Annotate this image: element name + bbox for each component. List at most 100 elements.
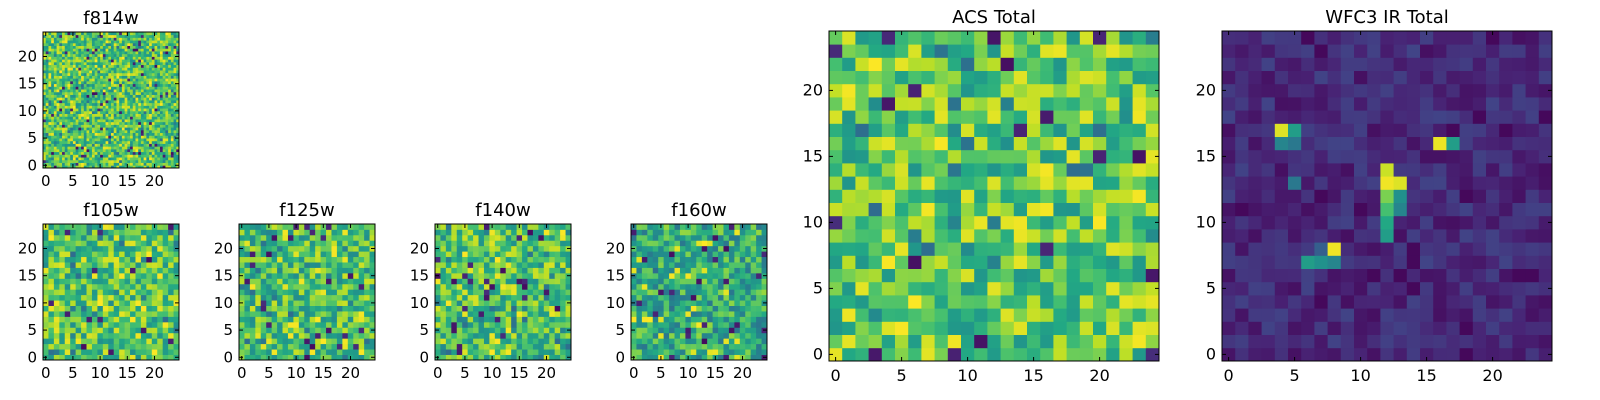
pixel-cell <box>500 354 507 361</box>
pixel-cell <box>97 53 101 57</box>
pixel-cell <box>89 121 93 125</box>
pixel-cell <box>511 321 517 328</box>
pixel-cell <box>67 165 71 169</box>
pixel-cell <box>647 289 654 296</box>
pixel-cell <box>342 272 349 279</box>
pixel-cell <box>91 272 98 279</box>
pixel-cell <box>173 135 177 139</box>
pixel-cell <box>135 64 139 68</box>
pixel-cell <box>108 262 115 268</box>
pixel-cell <box>456 294 463 301</box>
pixel-cell <box>67 83 71 87</box>
pixel-cell <box>75 135 79 139</box>
pixel-cell <box>132 72 136 76</box>
pixel-cell <box>636 300 643 306</box>
pixel-cell <box>102 61 106 66</box>
pixel-cell <box>124 305 131 312</box>
pixel-cell <box>516 267 523 274</box>
pixel-cell <box>119 70 123 74</box>
pixel-cell <box>64 127 68 131</box>
pixel-cell <box>70 283 77 290</box>
pixel-cell <box>483 294 490 301</box>
pixel-cell <box>48 83 52 87</box>
pixel-cell <box>168 143 172 147</box>
pixel-cell <box>734 289 741 296</box>
pixel-cell <box>154 132 158 136</box>
pixel-cell <box>59 135 63 139</box>
pixel-cell <box>135 256 142 263</box>
pixel-cell <box>565 294 572 301</box>
pixel-cell <box>435 338 441 345</box>
pixel-cell <box>121 108 125 112</box>
pixel-cell <box>135 83 139 87</box>
pixel-cell <box>293 305 300 312</box>
pixel-cell <box>244 316 251 323</box>
pixel-cell <box>532 251 539 258</box>
pixel-cell <box>347 316 354 323</box>
pixel-cell <box>91 124 96 128</box>
pixel-cell <box>304 316 311 323</box>
pixel-cell <box>165 105 169 109</box>
pixel-cell <box>165 121 169 125</box>
pixel-cell <box>647 283 654 290</box>
pixel-cell <box>67 135 71 139</box>
pixel-cell <box>168 105 172 109</box>
pixel-cell <box>113 61 117 66</box>
pixel-cell <box>652 278 659 285</box>
pixel-cell <box>111 83 115 87</box>
pixel-cell <box>358 349 365 355</box>
pixel-cell <box>116 165 120 169</box>
pixel-cell <box>149 116 153 120</box>
pixel-cell <box>162 102 166 106</box>
pixel-cell <box>277 240 283 247</box>
pixel-cell <box>287 349 294 355</box>
pixel-cell <box>132 64 136 68</box>
pixel-cell <box>102 124 106 128</box>
pixel-cell <box>173 294 180 301</box>
pixel-cell <box>162 151 166 155</box>
pixel-cell <box>538 316 545 323</box>
pixel-cell <box>483 305 490 312</box>
pixel-cell <box>143 105 147 109</box>
pixel-cell <box>62 108 66 112</box>
pixel-cell <box>511 294 517 301</box>
pixel-cell <box>81 72 85 76</box>
pixel-cell <box>445 229 452 236</box>
pixel-cell <box>353 283 360 290</box>
pixel-cell <box>78 61 82 66</box>
pixel-cell <box>342 327 349 334</box>
pixel-cell <box>91 45 96 49</box>
pixel-cell <box>89 64 93 68</box>
pixel-cell <box>59 110 63 114</box>
pixel-cell <box>119 354 125 361</box>
pixel-cell <box>135 105 139 109</box>
pixel-cell <box>157 229 164 236</box>
pixel-cell <box>121 34 125 38</box>
pixel-cell <box>157 157 161 161</box>
pixel-cell <box>239 229 245 236</box>
pixel-cell <box>64 67 68 71</box>
pixel-cell <box>83 70 87 74</box>
pixel-cell <box>159 148 164 153</box>
pixel-cell <box>326 262 332 268</box>
pixel-cell <box>127 91 131 95</box>
pixel-cell <box>83 32 87 36</box>
pixel-cell <box>168 132 172 136</box>
pixel-cell <box>467 272 474 279</box>
pixel-cell <box>168 311 174 317</box>
pixel-cell <box>86 94 90 98</box>
pixel-cell <box>62 59 66 63</box>
pixel-cell <box>170 56 174 60</box>
pixel-cell <box>304 343 311 350</box>
pixel-cell <box>701 354 708 361</box>
pixel-cell <box>130 135 134 139</box>
pixel-cell <box>111 151 115 155</box>
pixel-cell <box>70 119 74 123</box>
pixel-cell <box>173 311 180 317</box>
pixel-cell <box>48 148 52 153</box>
pixel-cell <box>500 332 507 339</box>
pixel-cell <box>304 234 311 241</box>
pixel-cell <box>116 102 120 106</box>
pixel-cell <box>102 251 109 258</box>
